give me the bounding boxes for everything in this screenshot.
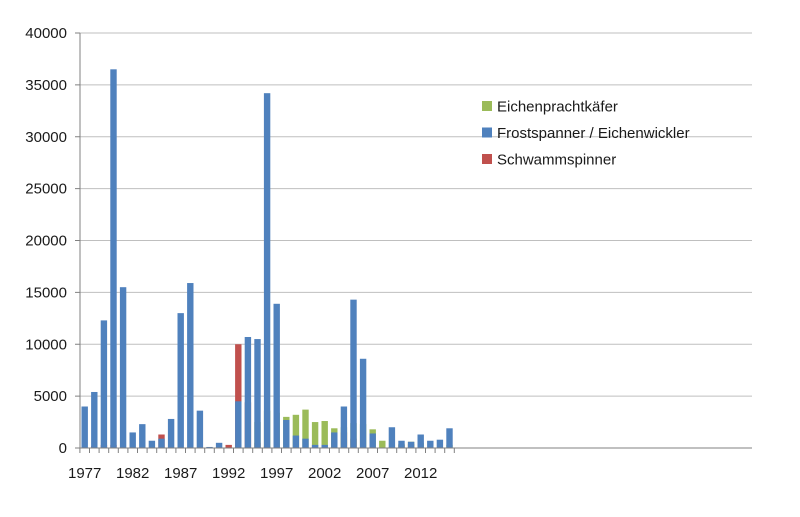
bar <box>379 440 386 448</box>
bar <box>139 424 146 448</box>
bar <box>398 440 405 448</box>
bar <box>244 336 252 448</box>
bar <box>235 401 242 448</box>
x-tick-label: 2012 <box>404 465 437 482</box>
y-tick-label: 5000 <box>34 388 67 405</box>
y-tick-label: 40000 <box>25 25 67 42</box>
bar <box>350 299 357 448</box>
x-tick-labels: 1977 1982 1987 1992 1997 2002 2007 2012 <box>68 465 437 482</box>
bar <box>292 435 300 448</box>
bar <box>158 438 165 448</box>
bar <box>215 442 223 448</box>
bar <box>206 446 213 448</box>
bar <box>235 344 242 448</box>
legend-swatch <box>482 154 492 164</box>
bar <box>311 444 319 448</box>
y-tick-label: 25000 <box>25 181 67 198</box>
bar <box>110 69 117 448</box>
bar <box>81 406 88 448</box>
x-tick-label: 1982 <box>116 465 149 482</box>
bar <box>321 421 328 448</box>
legend-label: Schwammspinner <box>497 152 616 169</box>
bar <box>427 440 434 448</box>
bar <box>254 339 261 448</box>
y-tick-label: 20000 <box>25 233 67 250</box>
legend-label: Frostspanner / Eichenwickler <box>497 125 690 142</box>
bar <box>359 358 367 448</box>
bar <box>129 432 136 448</box>
x-tick-label: 1987 <box>164 465 197 482</box>
bar <box>177 313 184 449</box>
legend-swatch <box>482 127 492 138</box>
bar <box>187 283 194 448</box>
bar <box>436 439 444 448</box>
y-tick-label: 10000 <box>25 336 67 353</box>
bar <box>283 419 290 448</box>
x-tick-label: 2007 <box>356 465 389 482</box>
x-tick-label: 2002 <box>308 465 341 482</box>
bar <box>388 427 396 448</box>
bar <box>225 444 232 448</box>
bar <box>148 440 156 448</box>
y-tick-label: 30000 <box>25 129 67 146</box>
bar <box>331 432 338 448</box>
x-tick-label: 1992 <box>212 465 245 482</box>
bar <box>321 444 328 448</box>
bar <box>369 433 376 448</box>
bar <box>292 414 300 448</box>
x-tick-label: 1997 <box>260 465 293 482</box>
bar <box>119 287 127 448</box>
bar <box>302 409 309 448</box>
axes <box>75 32 752 453</box>
bar <box>100 320 108 448</box>
x-tick-label: 1977 <box>68 465 101 482</box>
bar <box>311 422 319 448</box>
legend-label: Eichenprachtkäfer <box>497 99 618 116</box>
bar <box>167 418 175 448</box>
bar <box>263 93 271 449</box>
y-tick-label: 15000 <box>25 284 67 301</box>
bar <box>196 410 204 448</box>
bar <box>91 391 98 448</box>
bar <box>340 406 348 448</box>
y-tick-labels: 0 5000 10000 15000 20000 25000 30000 35000 40000 <box>25 25 67 457</box>
bar <box>446 428 453 448</box>
bars <box>81 69 453 449</box>
legend: Eichenprachtkäfer Frostspanner / Eichenwi… <box>482 99 690 169</box>
bar <box>273 303 280 448</box>
bar <box>407 441 415 448</box>
bar <box>417 434 424 448</box>
bar <box>302 438 309 448</box>
y-tick-label: 35000 <box>25 77 67 94</box>
y-tick-label: 0 <box>59 440 67 457</box>
legend-swatch <box>482 101 492 111</box>
